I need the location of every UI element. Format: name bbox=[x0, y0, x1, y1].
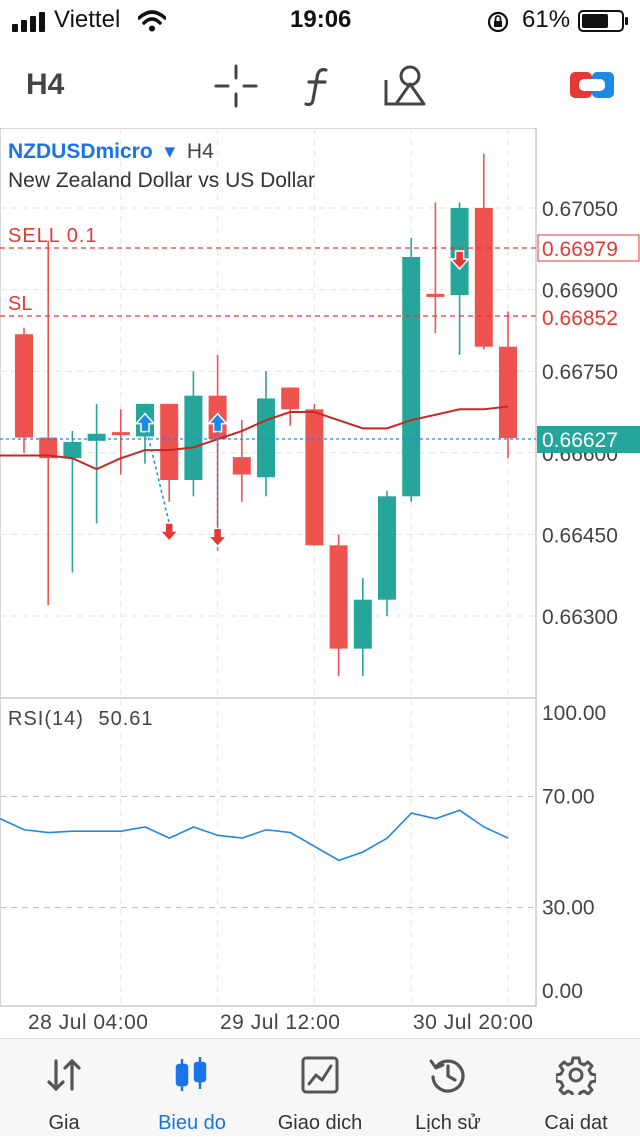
signal-icon bbox=[12, 12, 45, 32]
chart-area[interactable]: SELL 0.1 SL 0.67050 0.66900 0.66750 0.66600… bbox=[0, 128, 640, 1038]
candle-body bbox=[305, 409, 324, 546]
bottom-navigation: Gia Bieu do Giao dich Lịch sử bbox=[0, 1038, 640, 1136]
nav-label: Cai dat bbox=[544, 1112, 608, 1134]
nav-history[interactable]: Lịch sử bbox=[384, 1039, 512, 1137]
objects-icon[interactable] bbox=[380, 62, 428, 110]
rsi-tick: 0.00 bbox=[542, 980, 583, 1003]
chart-frame bbox=[0, 128, 537, 1007]
rsi-tick: 30.00 bbox=[542, 897, 595, 920]
candle-body bbox=[257, 398, 275, 478]
candle-body bbox=[15, 334, 33, 438]
sell-arrow-icon bbox=[448, 250, 471, 271]
nav-label: Gia bbox=[48, 1112, 80, 1134]
candles-icon bbox=[175, 1057, 207, 1091]
sell-line-label: SELL 0.1 bbox=[8, 225, 98, 247]
timeframe-button[interactable]: H4 bbox=[26, 68, 65, 101]
rsi-tick: 70.00 bbox=[542, 785, 595, 808]
battery-icon bbox=[578, 10, 628, 32]
candles bbox=[15, 153, 517, 676]
rsi-line bbox=[0, 809, 509, 862]
time-tick: 29 Jul 12:00 bbox=[220, 1011, 340, 1034]
price-tick: 0.66900 bbox=[542, 280, 618, 303]
price-tick: 0.67050 bbox=[542, 198, 618, 221]
bid-price-label: 0.66627 bbox=[542, 429, 618, 452]
price-tick: 0.66450 bbox=[542, 524, 618, 547]
indicator-name: RSI(14) bbox=[8, 708, 84, 730]
status-bar: Viettel 19:06 61% bbox=[0, 0, 640, 42]
price-axis: 0.670500.669000.667500.666000.664500.663… bbox=[542, 198, 618, 629]
settings-gear-icon bbox=[556, 1056, 596, 1095]
quotes-icon bbox=[47, 1059, 81, 1091]
carrier-name: Viettel bbox=[54, 6, 121, 33]
nav-label: Giao dich bbox=[277, 1112, 363, 1134]
symbol-name[interactable]: NZDUSDmicro bbox=[8, 140, 153, 163]
nav-trade[interactable]: Giao dich bbox=[256, 1039, 384, 1137]
nav-label: Lịch sử bbox=[415, 1112, 481, 1134]
symbol-header: NZDUSDmicro ▾ H4 bbox=[8, 140, 214, 163]
candle-body bbox=[232, 457, 251, 475]
candle-body bbox=[499, 346, 517, 439]
candle-body bbox=[329, 545, 348, 649]
candle-body bbox=[39, 437, 58, 459]
buy-arrow-icon bbox=[134, 412, 156, 433]
nav-quotes[interactable]: Gia bbox=[0, 1039, 128, 1137]
candle-body bbox=[353, 599, 372, 649]
symbol-dropdown-icon[interactable]: ▾ bbox=[165, 140, 176, 163]
trade-chart-icon bbox=[301, 1056, 339, 1094]
candle-body bbox=[281, 387, 300, 410]
wifi-icon bbox=[138, 10, 166, 32]
rsi-tick: 100.00 bbox=[542, 702, 606, 725]
ma-line bbox=[0, 405, 509, 471]
crosshair-icon[interactable] bbox=[212, 62, 260, 110]
candle-body bbox=[160, 403, 179, 480]
candle-body bbox=[184, 395, 203, 480]
sell-price-box bbox=[537, 234, 640, 262]
orientation-lock-icon bbox=[487, 11, 509, 33]
candle-body bbox=[402, 256, 421, 497]
sl-price-label: 0.66852 bbox=[542, 307, 618, 330]
price-tick: 0.66750 bbox=[542, 361, 618, 384]
rsi-axis: 100.00 70.00 30.00 0.00 bbox=[542, 702, 606, 1003]
indicator-value: 50.61 bbox=[98, 708, 153, 730]
trade-markers bbox=[134, 250, 471, 548]
price-tick: 0.66300 bbox=[542, 606, 618, 629]
time-tick: 30 Jul 20:00 bbox=[413, 1011, 533, 1034]
nav-settings[interactable]: Cai dat bbox=[512, 1039, 640, 1137]
trade-toggle-icon[interactable] bbox=[568, 62, 616, 110]
trade-link bbox=[146, 431, 170, 524]
symbol-timeframe: H4 bbox=[187, 140, 214, 163]
battery-percent: 61% bbox=[522, 6, 571, 33]
candle-body bbox=[111, 432, 130, 436]
time-tick: 28 Jul 04:00 bbox=[28, 1011, 148, 1034]
candle-body bbox=[474, 208, 493, 347]
time-axis: 28 Jul 04:00 29 Jul 12:00 30 Jul 20:00 bbox=[28, 1011, 533, 1034]
nav-chart[interactable]: Bieu do bbox=[128, 1039, 256, 1137]
sell-price-label: 0.66979 bbox=[542, 238, 618, 261]
chart-toolbar: H4 bbox=[0, 42, 640, 128]
rsi-series bbox=[0, 809, 509, 862]
candle-body bbox=[378, 496, 396, 600]
candle-body bbox=[426, 293, 445, 297]
status-time: 19:06 bbox=[290, 6, 352, 33]
history-icon bbox=[429, 1059, 465, 1093]
sell-arrow-icon bbox=[206, 527, 229, 548]
moving-average bbox=[0, 405, 509, 471]
sell-arrow-icon bbox=[158, 522, 180, 543]
indicator-header: RSI(14) 50.61 bbox=[8, 708, 154, 730]
candle-body bbox=[87, 433, 106, 441]
function-icon[interactable] bbox=[296, 62, 344, 110]
price-chart[interactable]: SELL 0.1 SL 0.670500.669000.667500.66600… bbox=[0, 128, 640, 1038]
candle-body bbox=[63, 441, 82, 459]
nav-label: Bieu do bbox=[158, 1112, 226, 1134]
sl-line-label: SL bbox=[8, 293, 32, 315]
bid-price-box bbox=[537, 426, 640, 453]
symbol-description: New Zealand Dollar vs US Dollar bbox=[8, 169, 315, 192]
